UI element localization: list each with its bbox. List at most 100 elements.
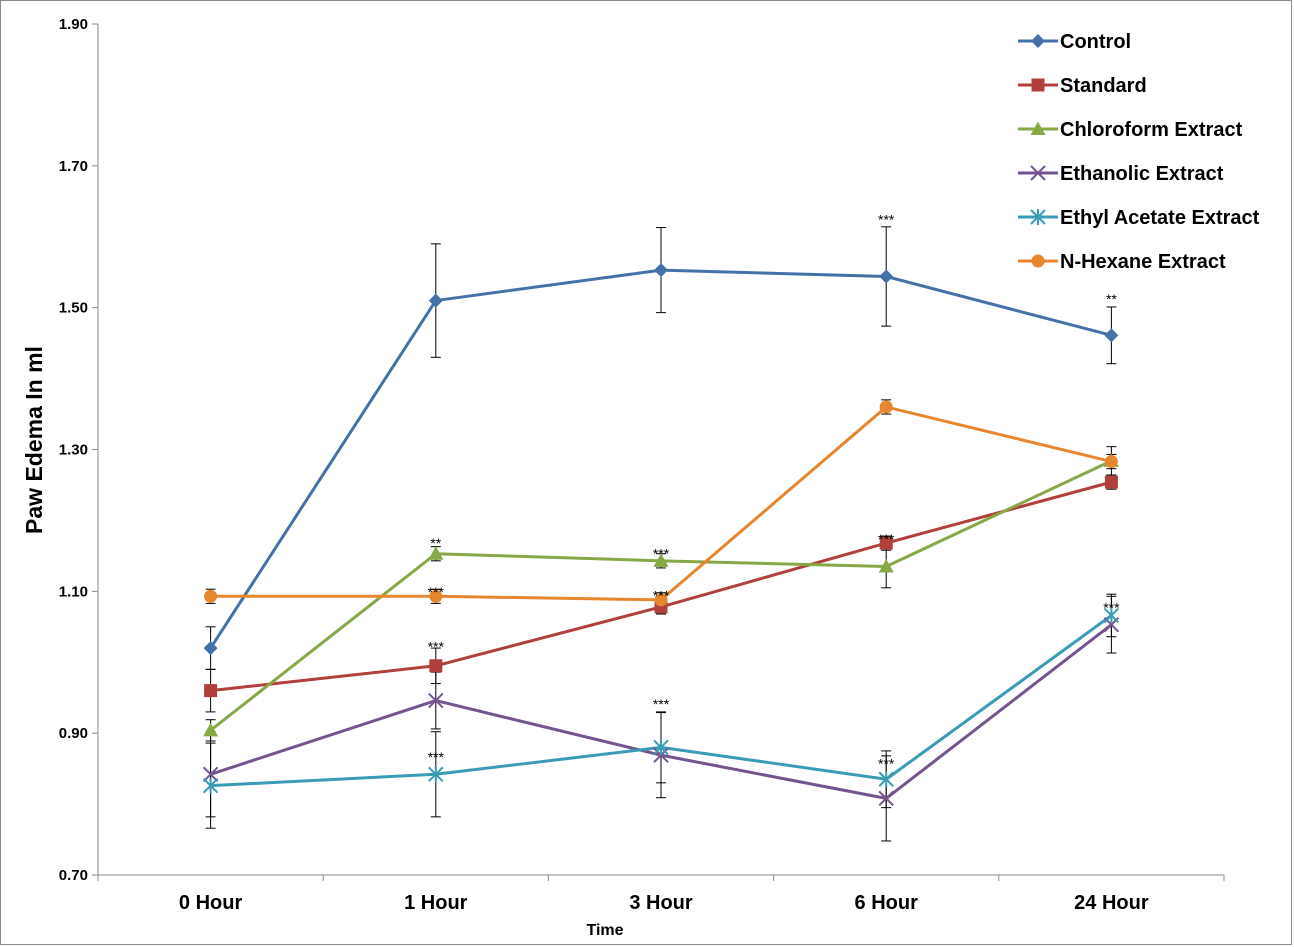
x-tick-label: 1 Hour: [404, 892, 468, 914]
circle-marker-shape: [879, 400, 893, 414]
y-tick-label: 1.50: [59, 300, 88, 317]
axes: 0.70 0.90 1.10 1.30 1.50 1.70 1.90 0 Hour 1 Hour…: [59, 16, 1225, 914]
data-point: [1104, 475, 1118, 489]
series-line: [210, 480, 1112, 693]
significance-label: **: [430, 535, 441, 551]
square-marker-shape: [879, 536, 893, 550]
diamond-marker-shape: [428, 293, 443, 308]
data-point: [878, 771, 894, 788]
triangle-marker-shape: [428, 546, 444, 560]
data-point: [203, 641, 218, 656]
y-tick-label: 0.90: [59, 725, 88, 742]
legend-marker: [1031, 34, 1045, 48]
significance-label: ***: [878, 756, 895, 772]
legend-marker: [1030, 121, 1046, 135]
data-point: [429, 589, 443, 603]
data-point: [428, 293, 443, 308]
legend-label: Chloroform Extract: [1060, 119, 1243, 141]
triangle-marker-shape: [653, 553, 669, 567]
x-tick-label: 3 Hour: [629, 892, 693, 914]
x-tick-label: 0 Hour: [179, 892, 243, 914]
legend-marker: [1030, 209, 1046, 225]
legend-label: Ethyl Acetate Extract: [1060, 207, 1260, 229]
x-marker-stroke: [878, 790, 894, 807]
legend-entry: Chloroform Extract: [1018, 119, 1243, 141]
square-marker-shape: [204, 684, 218, 698]
series-line: [210, 405, 1112, 602]
diamond-marker-shape: [1104, 328, 1119, 343]
legend-entry: N-Hexane Extract: [1018, 251, 1226, 273]
circle-marker-shape: [654, 593, 668, 607]
data-point: [428, 692, 444, 709]
x-axis-title: Time: [586, 922, 623, 939]
y-tick-label: 1.10: [59, 583, 88, 600]
legend-label: N-Hexane Extract: [1060, 251, 1226, 273]
square-marker-shape: [1031, 78, 1045, 92]
data-point: [653, 553, 669, 567]
x-marker-stroke: [428, 692, 444, 709]
triangle-marker-shape: [203, 722, 219, 737]
data-point: [204, 684, 218, 698]
y-tick-label: 0.70: [59, 867, 88, 884]
legend-entry: Ethanolic Extract: [1018, 163, 1224, 185]
significance-label: ***: [428, 749, 445, 765]
data-point: [654, 263, 668, 278]
significance-label: ***: [428, 639, 445, 655]
data-point: [1104, 455, 1118, 469]
significance-label: ***: [653, 696, 670, 712]
data-point: [878, 559, 894, 573]
legend: Control Standard Chloroform Extract Ethanol…: [1018, 31, 1260, 273]
significance-label: ***: [653, 546, 670, 562]
data-point: [428, 546, 444, 560]
x-tick-label: 6 Hour: [855, 892, 919, 914]
legend-label: Control: [1060, 31, 1131, 53]
significance-label: ***: [1103, 600, 1120, 616]
circle-marker-shape: [1104, 455, 1118, 469]
series-markers: [202, 263, 1120, 807]
legend-marker: [1030, 165, 1046, 181]
x-marker-stroke: [1030, 165, 1046, 181]
significance-label: ***: [878, 212, 895, 228]
y-tick-label: 1.90: [59, 16, 88, 33]
diamond-marker-shape: [654, 263, 668, 278]
legend-entry: Control: [1018, 31, 1131, 53]
legend-marker: [1031, 78, 1045, 92]
y-tick-label: 1.30: [59, 442, 88, 459]
data-point: [879, 400, 893, 414]
data-point: [203, 722, 219, 737]
data-point: [204, 589, 218, 603]
data-point: [654, 593, 668, 607]
legend-entry: Ethyl Acetate Extract: [1018, 207, 1260, 229]
y-axis-title: Paw Edema In ml: [21, 346, 47, 534]
data-point: [1104, 328, 1119, 343]
data-point: [878, 790, 894, 807]
data-point: [653, 739, 669, 756]
legend-marker: [1031, 254, 1045, 268]
data-point: [428, 766, 444, 783]
legend-entry: Standard: [1018, 75, 1147, 97]
circle-marker-shape: [204, 589, 218, 603]
data-point: [879, 536, 893, 550]
circle-marker-shape: [1031, 254, 1045, 268]
data-point: [202, 766, 219, 783]
significance-label: ***: [428, 584, 445, 600]
data-point: [1103, 607, 1120, 624]
data-point: [879, 269, 894, 284]
legend-label: Standard: [1060, 75, 1147, 97]
legend-label: Ethanolic Extract: [1060, 163, 1224, 185]
triangle-marker-shape: [878, 559, 894, 573]
square-marker-shape: [429, 659, 443, 673]
significance-label: ***: [653, 588, 670, 604]
significance-label: **: [1106, 291, 1117, 307]
y-tick-label: 1.70: [59, 158, 88, 175]
triangle-marker-shape: [1030, 121, 1046, 135]
data-point: [202, 777, 219, 794]
data-point: [429, 659, 443, 673]
x-marker-stroke: [202, 766, 219, 783]
diamond-marker-shape: [1031, 34, 1045, 48]
circle-marker-shape: [429, 589, 443, 603]
diamond-marker-shape: [203, 641, 218, 656]
square-marker-shape: [1104, 475, 1118, 489]
